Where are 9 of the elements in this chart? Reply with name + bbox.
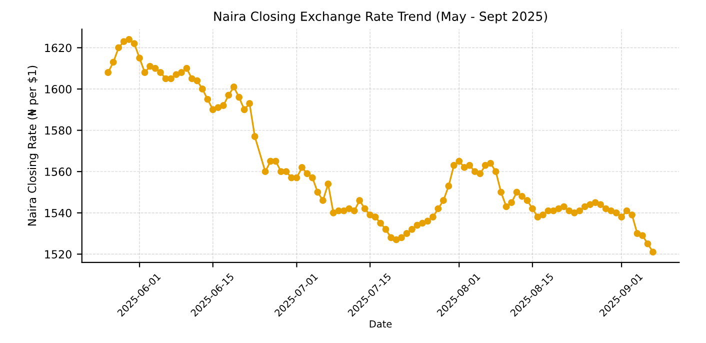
chart-title: Naira Closing Exchange Rate Trend (May - Sept 2025)	[214, 11, 547, 24]
y-tick-label: 1540	[45, 208, 72, 218]
x-axis-title: Date	[370, 320, 392, 328]
y-tick-label: 1600	[45, 84, 72, 94]
y-tick-label: 1520	[45, 250, 72, 259]
y-tick-label: 1560	[45, 168, 72, 176]
y-tick-label: 1580	[45, 126, 72, 135]
y-axis-title: Naira Closing Rate (₦ per $1)	[28, 66, 38, 226]
y-tick-label: 1620	[45, 44, 72, 52]
